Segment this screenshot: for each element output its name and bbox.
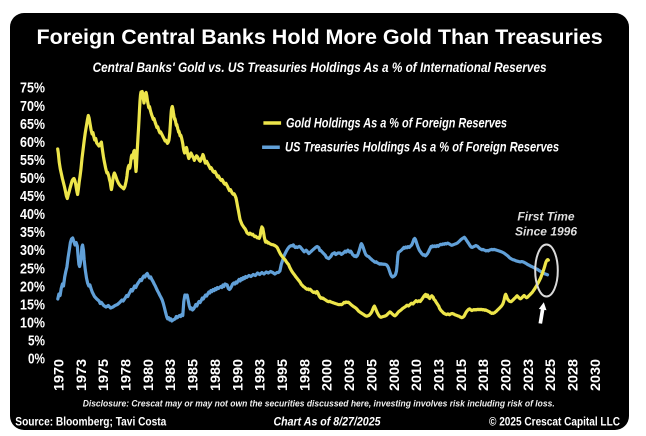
svg-text:2013: 2013	[432, 358, 447, 391]
svg-text:25%: 25%	[20, 260, 45, 277]
svg-text:Source: Bloomberg; Tavi Costa: Source: Bloomberg; Tavi Costa	[15, 417, 167, 429]
svg-text:2023: 2023	[521, 358, 536, 391]
svg-text:1978: 1978	[119, 358, 134, 391]
svg-text:55%: 55%	[20, 152, 45, 169]
svg-text:2018: 2018	[476, 358, 491, 391]
svg-text:US Treasuries Holdings As a %: US Treasuries Holdings As a % of Foreign…	[285, 139, 559, 155]
svg-text:2010: 2010	[409, 359, 424, 391]
svg-text:Foreign Central Banks Hold Mor: Foreign Central Banks Hold More Gold Tha…	[36, 25, 602, 49]
svg-text:1975: 1975	[96, 358, 111, 391]
svg-text:2015: 2015	[454, 358, 469, 391]
svg-text:1985: 1985	[186, 358, 201, 391]
svg-text:1983: 1983	[163, 358, 178, 391]
svg-text:Disclosure: Crescat may or may: Disclosure: Crescat may or may not own t…	[83, 399, 555, 410]
svg-text:0%: 0%	[28, 351, 45, 368]
svg-text:1988: 1988	[208, 358, 223, 391]
svg-text:2005: 2005	[364, 358, 379, 391]
svg-text:5%: 5%	[28, 333, 45, 350]
svg-text:© 2025 Crescat Capital LLC: © 2025 Crescat Capital LLC	[489, 417, 620, 429]
svg-text:Chart As of 8/27/2025: Chart As of 8/27/2025	[274, 417, 382, 429]
svg-text:1973: 1973	[74, 358, 89, 391]
svg-text:1990: 1990	[230, 359, 245, 391]
svg-text:1980: 1980	[141, 359, 156, 391]
svg-text:30%: 30%	[20, 242, 45, 259]
svg-text:10%: 10%	[20, 315, 45, 332]
svg-text:65%: 65%	[20, 116, 45, 133]
svg-text:1995: 1995	[275, 358, 290, 391]
svg-text:20%: 20%	[20, 278, 45, 295]
svg-text:2025: 2025	[543, 358, 558, 391]
svg-text:2003: 2003	[342, 358, 357, 391]
svg-text:15%: 15%	[20, 296, 45, 313]
svg-text:First Time: First Time	[517, 210, 574, 224]
svg-text:2020: 2020	[499, 359, 514, 391]
svg-text:60%: 60%	[20, 134, 45, 151]
svg-text:1970: 1970	[52, 359, 67, 391]
svg-text:70%: 70%	[20, 98, 45, 115]
svg-text:2028: 2028	[566, 358, 581, 391]
svg-text:Since 1996: Since 1996	[515, 225, 577, 239]
svg-text:Gold Holdings As a % of Foreig: Gold Holdings As a % of Foreign Reserves	[286, 115, 507, 131]
svg-text:2000: 2000	[320, 359, 335, 391]
svg-text:45%: 45%	[20, 188, 45, 205]
svg-text:35%: 35%	[20, 224, 45, 241]
svg-text:2008: 2008	[387, 358, 402, 391]
svg-text:50%: 50%	[20, 170, 45, 187]
svg-text:1998: 1998	[297, 358, 312, 391]
svg-text:Central Banks' Gold vs. US Tre: Central Banks' Gold vs. US Treasuries Ho…	[93, 60, 547, 76]
svg-text:2030: 2030	[588, 359, 603, 391]
svg-text:1993: 1993	[253, 358, 268, 391]
svg-text:40%: 40%	[20, 206, 45, 223]
svg-text:75%: 75%	[20, 80, 45, 97]
